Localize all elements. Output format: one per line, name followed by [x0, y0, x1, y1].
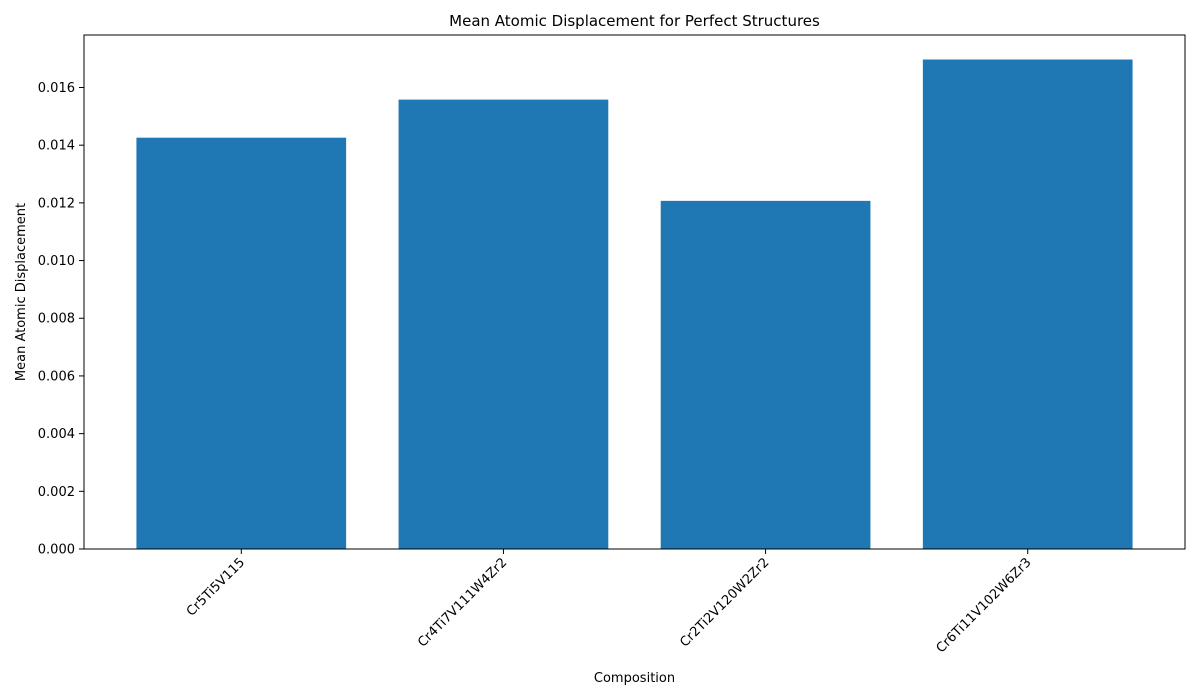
bar-2: [660, 200, 871, 550]
y-axis: 0.000 0.002 0.004 0.006 0.008 0.010 0.012 0.014…: [38, 81, 84, 558]
y-tick-label-1: 0.002: [38, 485, 75, 500]
y-tick-label-2: 0.004: [38, 427, 75, 442]
bars-group: [136, 59, 1133, 550]
x-tick-label-0: Cr5Ti5V115: [184, 555, 248, 619]
y-tick-label-5: 0.010: [38, 254, 75, 269]
y-axis-label: Mean Atomic Displacement: [14, 203, 29, 381]
x-axis: Cr5Ti5V115 Cr4Ti7V111W4Zr2 Cr2Ti2V120W2Zr2…: [184, 549, 1035, 656]
x-axis-label: Composition: [594, 671, 675, 686]
y-tick-label-4: 0.008: [38, 312, 75, 327]
bar-1: [398, 99, 609, 550]
y-tick-label-0: 0.000: [38, 543, 75, 558]
bar-0: [136, 137, 347, 549]
plot-frame: [83, 34, 1186, 550]
y-tick-label-8: 0.016: [38, 81, 75, 96]
y-tick-label-3: 0.006: [38, 369, 75, 384]
x-tick-label-1: Cr4Ti7V111W4Zr2: [415, 555, 510, 650]
x-tick-label-3: Cr6Ti11V102W6Zr3: [934, 555, 1035, 656]
y-tick-label-7: 0.014: [38, 139, 75, 154]
chart-title: Mean Atomic Displacement for Perfect Str…: [449, 12, 820, 30]
x-tick-label-2: Cr2Ti2V120W2Zr2: [677, 555, 772, 650]
y-tick-label-6: 0.012: [38, 196, 75, 211]
bar-3: [922, 59, 1133, 549]
